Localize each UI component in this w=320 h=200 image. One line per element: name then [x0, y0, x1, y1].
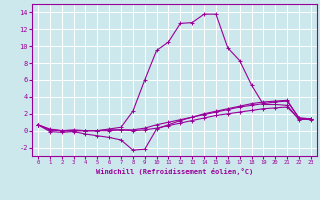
X-axis label: Windchill (Refroidissement éolien,°C): Windchill (Refroidissement éolien,°C)	[96, 168, 253, 175]
